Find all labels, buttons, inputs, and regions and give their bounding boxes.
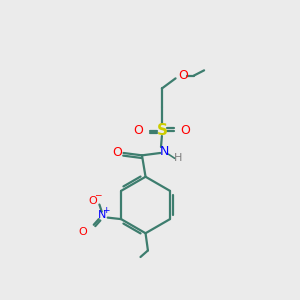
Text: +: + bbox=[102, 206, 110, 215]
Text: H: H bbox=[173, 153, 182, 163]
Text: N: N bbox=[98, 210, 106, 220]
Text: O: O bbox=[133, 124, 143, 137]
Text: O: O bbox=[88, 196, 97, 206]
Text: N: N bbox=[160, 145, 170, 158]
Text: O: O bbox=[112, 146, 122, 159]
Text: O: O bbox=[78, 227, 87, 237]
Text: −: − bbox=[94, 190, 102, 200]
Text: O: O bbox=[181, 124, 190, 137]
Text: S: S bbox=[156, 123, 167, 138]
Text: O: O bbox=[178, 70, 188, 83]
